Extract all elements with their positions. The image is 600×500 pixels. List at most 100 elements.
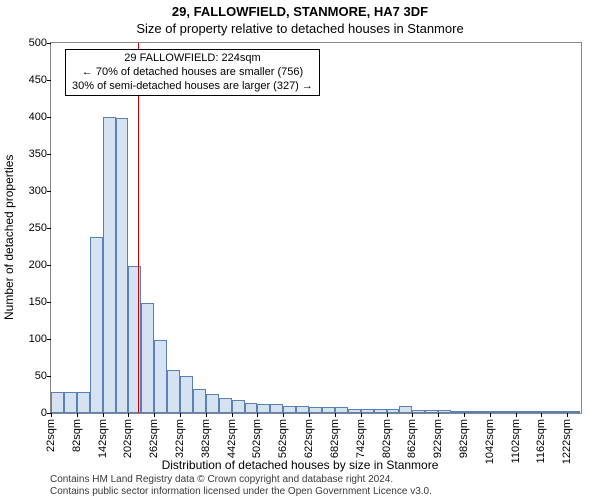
xtick-label: 142sqm	[97, 419, 109, 458]
histogram-bar	[257, 404, 270, 413]
xtick-label: 322sqm	[174, 419, 186, 458]
ytick-mark	[47, 228, 51, 229]
histogram-bar	[322, 407, 335, 413]
histogram-bar	[425, 410, 438, 413]
histogram-bar	[516, 411, 529, 413]
histogram-bar	[103, 117, 116, 413]
xtick-mark	[567, 413, 568, 417]
title-line1: 29, FALLOWFIELD, STANMORE, HA7 3DF	[0, 0, 600, 19]
xtick-label: 742sqm	[355, 419, 367, 458]
histogram-bar	[451, 411, 464, 413]
xtick-label: 622sqm	[303, 419, 315, 458]
xtick-label: 1102sqm	[510, 419, 522, 463]
xtick-mark	[541, 413, 542, 417]
xtick-label: 802sqm	[381, 419, 393, 458]
ytick-mark	[47, 302, 51, 303]
histogram-bar	[412, 410, 425, 413]
title-line2: Size of property relative to detached ho…	[0, 19, 600, 40]
histogram-bar	[438, 410, 451, 413]
xtick-label: 502sqm	[251, 419, 263, 458]
annotation-line1: 29 FALLOWFIELD: 224sqm	[72, 52, 313, 66]
xtick-label: 922sqm	[432, 419, 444, 458]
xtick-label: 22sqm	[45, 419, 57, 452]
histogram-bar	[206, 394, 219, 413]
x-axis-label: Distribution of detached houses by size …	[0, 458, 600, 472]
ytick-label: 500	[29, 37, 47, 49]
xtick-mark	[438, 413, 439, 417]
xtick-mark	[490, 413, 491, 417]
ytick-mark	[47, 265, 51, 266]
xtick-mark	[361, 413, 362, 417]
histogram-bar	[154, 340, 167, 413]
histogram-bar	[464, 411, 477, 413]
chart-area: 05010015020025030035040045050022sqm82sqm…	[50, 42, 580, 412]
xtick-mark	[412, 413, 413, 417]
histogram-bar	[399, 406, 412, 413]
xtick-mark	[516, 413, 517, 417]
histogram-bar	[335, 407, 348, 413]
xtick-mark	[335, 413, 336, 417]
xtick-label: 562sqm	[277, 419, 289, 458]
histogram-bar	[361, 409, 374, 413]
ytick-mark	[47, 80, 51, 81]
xtick-mark	[128, 413, 129, 417]
annotation-line2: ← 70% of detached houses are smaller (75…	[72, 66, 313, 80]
xtick-mark	[257, 413, 258, 417]
histogram-bar	[232, 400, 245, 413]
histogram-bar	[270, 404, 283, 413]
xtick-mark	[387, 413, 388, 417]
annotation-box: 29 FALLOWFIELD: 224sqm← 70% of detached …	[65, 49, 320, 96]
ytick-mark	[47, 376, 51, 377]
xtick-mark	[77, 413, 78, 417]
ytick-mark	[47, 43, 51, 44]
xtick-mark	[180, 413, 181, 417]
xtick-label: 982sqm	[458, 419, 470, 458]
ytick-mark	[47, 191, 51, 192]
y-axis-label: Number of detached properties	[2, 155, 16, 320]
ytick-label: 150	[29, 296, 47, 308]
ytick-label: 100	[29, 333, 47, 345]
histogram-bar	[503, 411, 516, 413]
credit-line2: Contains public sector information licen…	[50, 486, 590, 498]
ytick-label: 300	[29, 185, 47, 197]
xtick-label: 442sqm	[226, 419, 238, 458]
histogram-bar	[374, 409, 387, 413]
histogram-bar	[554, 411, 567, 413]
credit-line1: Contains HM Land Registry data © Crown c…	[50, 474, 590, 486]
histogram-bar	[283, 406, 296, 413]
xtick-mark	[154, 413, 155, 417]
histogram-bar	[64, 392, 77, 413]
histogram-bar	[90, 237, 103, 413]
ytick-label: 400	[29, 111, 47, 123]
xtick-mark	[464, 413, 465, 417]
histogram-bar	[348, 409, 361, 413]
ytick-label: 50	[35, 370, 47, 382]
ytick-label: 350	[29, 148, 47, 160]
histogram-bar	[529, 411, 542, 413]
credit-text: Contains HM Land Registry data © Crown c…	[50, 474, 590, 498]
ytick-label: 250	[29, 222, 47, 234]
histogram-bar	[477, 411, 490, 413]
histogram-bar	[141, 303, 154, 413]
histogram-bar	[309, 407, 322, 413]
histogram-bar	[51, 392, 64, 413]
histogram-bar	[219, 398, 232, 413]
histogram-bar	[541, 411, 554, 413]
xtick-label: 1162sqm	[535, 419, 547, 463]
xtick-label: 82sqm	[71, 419, 83, 452]
ytick-mark	[47, 117, 51, 118]
xtick-label: 862sqm	[406, 419, 418, 458]
ytick-mark	[47, 154, 51, 155]
xtick-mark	[283, 413, 284, 417]
xtick-mark	[103, 413, 104, 417]
histogram-bar	[567, 411, 580, 413]
histogram-bar	[490, 411, 503, 413]
xtick-mark	[309, 413, 310, 417]
xtick-mark	[232, 413, 233, 417]
histogram-bar	[167, 370, 180, 413]
histogram-bar	[128, 266, 141, 413]
marker-line	[138, 43, 139, 413]
histogram-bar	[116, 118, 129, 413]
histogram-bar	[77, 392, 90, 413]
histogram-bar	[296, 406, 309, 413]
